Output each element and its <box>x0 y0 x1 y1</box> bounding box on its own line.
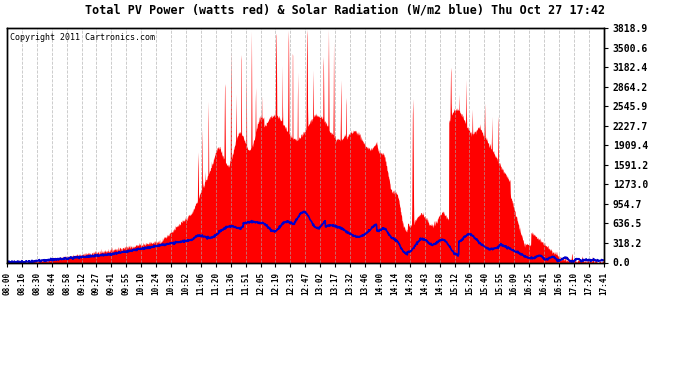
Text: Total PV Power (watts red) & Solar Radiation (W/m2 blue) Thu Oct 27 17:42: Total PV Power (watts red) & Solar Radia… <box>85 4 605 17</box>
Text: Copyright 2011 Cartronics.com: Copyright 2011 Cartronics.com <box>10 33 155 42</box>
